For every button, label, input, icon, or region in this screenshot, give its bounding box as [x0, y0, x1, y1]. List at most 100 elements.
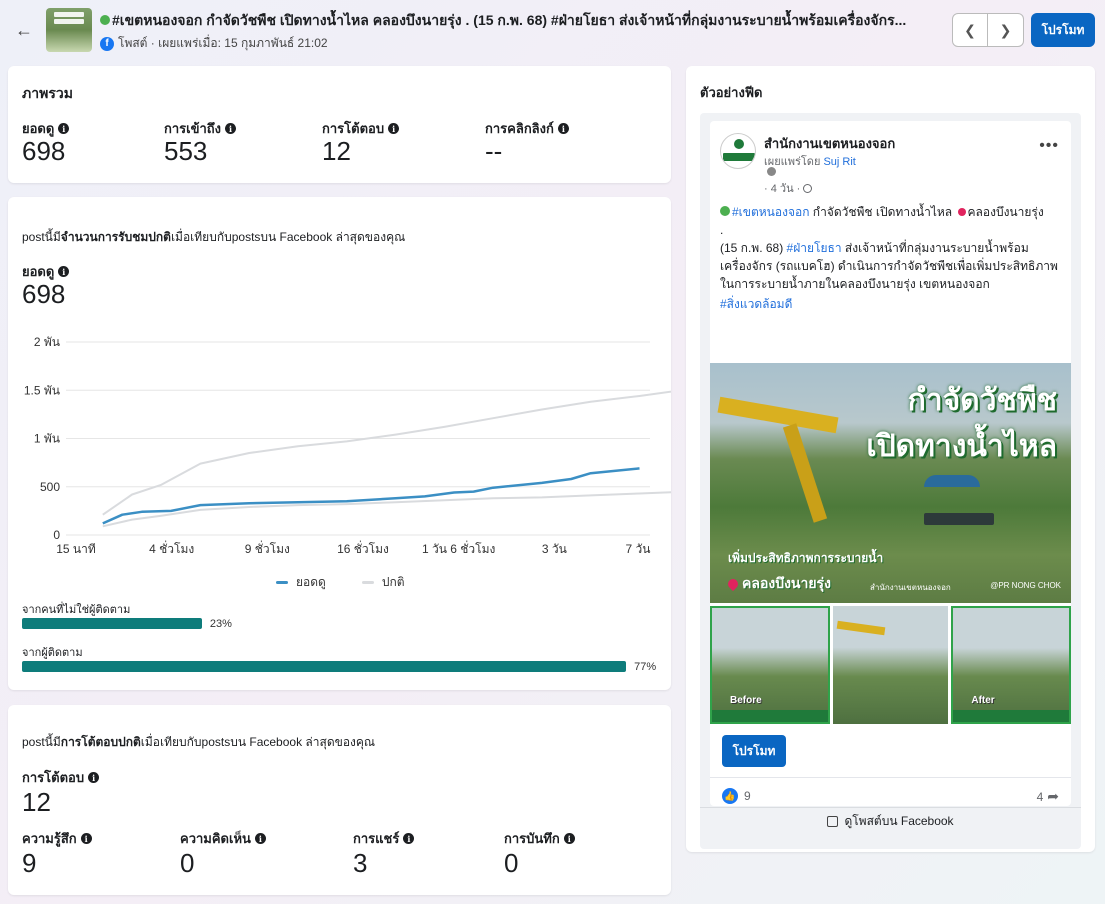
view-on-facebook-button[interactable]: ดูโพสต์บน Facebook: [700, 807, 1081, 835]
excavator-arm-shape: [836, 620, 885, 636]
image-subtitle: เพิ่มประสิทธิภาพการระบายน้ำ: [728, 551, 884, 565]
overview-title: ภาพรวม: [22, 85, 73, 101]
metric-reach-label: การเข้าถึง i: [164, 118, 237, 139]
umbrella-shape: [924, 475, 980, 487]
image-heading-2: เปิดทางน้ำไหล: [866, 430, 1057, 463]
facebook-icon: f: [100, 36, 114, 51]
series-line-views: [102, 467, 640, 525]
thumbnail-after[interactable]: After: [951, 606, 1072, 724]
boat-shape: [924, 513, 994, 525]
hashtag-link[interactable]: #เขตหนองจอก: [732, 205, 810, 219]
comments-value: 0: [180, 848, 195, 878]
info-icon[interactable]: i: [80, 833, 92, 844]
info-icon[interactable]: i: [403, 833, 415, 844]
like-count[interactable]: 👍 9: [722, 788, 751, 804]
top-bar: ← #เขตหนองจอก กำจัดวัชพืช เปิดทางน้ำไหล …: [0, 0, 1105, 60]
info-icon[interactable]: i: [58, 266, 70, 277]
info-icon[interactable]: i: [557, 123, 569, 134]
next-post-button[interactable]: ❯: [988, 13, 1024, 47]
divider: [710, 777, 1071, 778]
previous-post-button[interactable]: ❮: [952, 13, 988, 47]
post-main-image[interactable]: กำจัดวัชพืช เปิดทางน้ำไหล เพิ่มประสิทธิภ…: [710, 363, 1071, 603]
facebook-post-preview: สำนักงานเขตหนองจอก เผยแพร่โดย Suj Rit · …: [700, 113, 1081, 849]
image-location: คลองบึงนายรุ่ง: [725, 573, 831, 595]
legend-swatch-views: [276, 581, 288, 584]
after-label: After: [971, 695, 995, 706]
metric-reach-value: 553: [164, 136, 208, 166]
external-link-icon: [827, 816, 839, 827]
views-line-chart: 0 500 1 พัน 1.5 พัน 2 พัน 15 นาที 4 ชั่วโมง 9 ช…: [24, 335, 671, 556]
followers-bar: [22, 661, 627, 672]
feed-preview-card: ตัวอย่างฟีด สำนักงานเขตหนองจอก เผยแพร่โด…: [686, 66, 1095, 852]
engagement-card: postนี้มีการโต้ตอบปกติเมื่อเทียบกับposts…: [8, 705, 671, 895]
feed-preview-title: ตัวอย่างฟีด: [700, 85, 763, 100]
comments-label: ความคิดเห็น i: [180, 828, 266, 849]
back-arrow-icon[interactable]: ←: [15, 19, 33, 40]
overview-card: ภาพรวม ยอดดู i 698 การเข้าถึง i 553 การโต้…: [8, 66, 671, 183]
info-icon[interactable]: i: [225, 123, 237, 134]
post-body: สำนักงานเขตหนองจอก เผยแพร่โดย Suj Rit · …: [710, 121, 1072, 806]
clover-icon: [720, 206, 730, 216]
x-tick-label: 7 วัน: [626, 542, 651, 556]
promote-post-button[interactable]: โปรโมท: [722, 735, 786, 767]
more-options-icon[interactable]: •••: [1039, 137, 1059, 154]
info-icon[interactable]: i: [563, 833, 575, 844]
reactions-value: 9: [22, 848, 37, 878]
hashtag-link[interactable]: #ฝ่ายโยธา: [786, 241, 842, 255]
engagement-metric-value: 12: [22, 787, 51, 817]
followers-percent: 77%: [634, 661, 657, 673]
before-label: Before: [730, 695, 762, 706]
excavator-boom-shape: [782, 423, 828, 523]
legend-swatch-normal: [361, 581, 374, 584]
y-tick-label: 1.5 พัน: [24, 383, 60, 397]
metric-link-clicks-label: การคลิกลิงก์ i: [485, 118, 569, 139]
followers-label: จากผู้ติดตาม: [22, 647, 83, 659]
legend-label-normal: ปกติ: [381, 575, 405, 589]
hashtag-link[interactable]: #สิ่งแวดล้อมดี: [720, 297, 793, 311]
x-tick-label: 1 วัน 6 ชั่วโมง: [422, 540, 495, 556]
x-tick-label: 16 ชั่วโมง: [337, 540, 389, 556]
shares-label: การแชร์ i: [353, 828, 415, 849]
metric-views-value: 698: [22, 136, 66, 166]
info-icon[interactable]: i: [254, 833, 266, 844]
non-followers-percent: 23%: [209, 618, 232, 630]
thumbnail-middle[interactable]: [832, 606, 949, 724]
y-tick-label: 2 พัน: [34, 335, 60, 349]
non-followers-bar: [22, 618, 202, 629]
non-followers-label: จากคนที่ไม่ใช่ผู้ติดตาม: [22, 604, 131, 616]
x-tick-label: 4 ชั่วโมง: [149, 540, 194, 556]
excavator-arm-shape: [717, 396, 839, 434]
x-tick-label: 9 ชั่วโมง: [245, 540, 290, 556]
thumbnail-before[interactable]: Before: [710, 606, 830, 724]
y-tick-label: 0: [53, 528, 60, 542]
post-time: · 4 วัน ·: [764, 179, 813, 197]
share-count[interactable]: 4 ➦: [1036, 788, 1059, 804]
location-pin-icon: [725, 576, 741, 592]
chart-legend: ยอดดู ปกติ: [276, 573, 405, 592]
views-description: postนี้มีจำนวนการรับชมปกติเมื่อเทียบกับp…: [22, 230, 406, 244]
saves-label: การบันทึก i: [504, 828, 575, 849]
info-icon[interactable]: i: [58, 123, 70, 134]
page-avatar[interactable]: [720, 133, 756, 169]
image-heading-1: กำจัดวัชพืช: [907, 384, 1057, 417]
like-icon: 👍: [722, 788, 738, 804]
series-line-normal: [102, 390, 671, 516]
views-metric-value: 698: [22, 279, 66, 309]
info-icon[interactable]: i: [88, 772, 100, 783]
shared-by-name[interactable]: Suj Rit: [823, 156, 856, 168]
info-icon[interactable]: i: [388, 123, 400, 134]
legend-label-views: ยอดดู: [296, 575, 326, 589]
y-tick-label: 1 พัน: [34, 432, 60, 446]
page-name[interactable]: สำนักงานเขตหนองจอก: [764, 136, 896, 151]
image-pr-handle: @PR NONG CHOK: [990, 581, 1061, 590]
engagement-description: postนี้มีการโต้ตอบปกติเมื่อเทียบกับposts…: [22, 735, 376, 749]
saves-value: 0: [504, 848, 519, 878]
image-thumbnails: Before After: [710, 606, 1072, 724]
image-org-name: สำนักงานเขตหนองจอก: [870, 583, 951, 592]
metric-engagement-value: 12: [322, 136, 351, 166]
views-metric-label: ยอดดู i: [22, 261, 70, 282]
promote-button[interactable]: โปรโมท: [1031, 13, 1095, 47]
metric-link-clicks-value: --: [485, 136, 503, 166]
views-card: postนี้มีจำนวนการรับชมปกติเมื่อเทียบกับp…: [8, 197, 671, 690]
globe-icon: [803, 183, 813, 193]
